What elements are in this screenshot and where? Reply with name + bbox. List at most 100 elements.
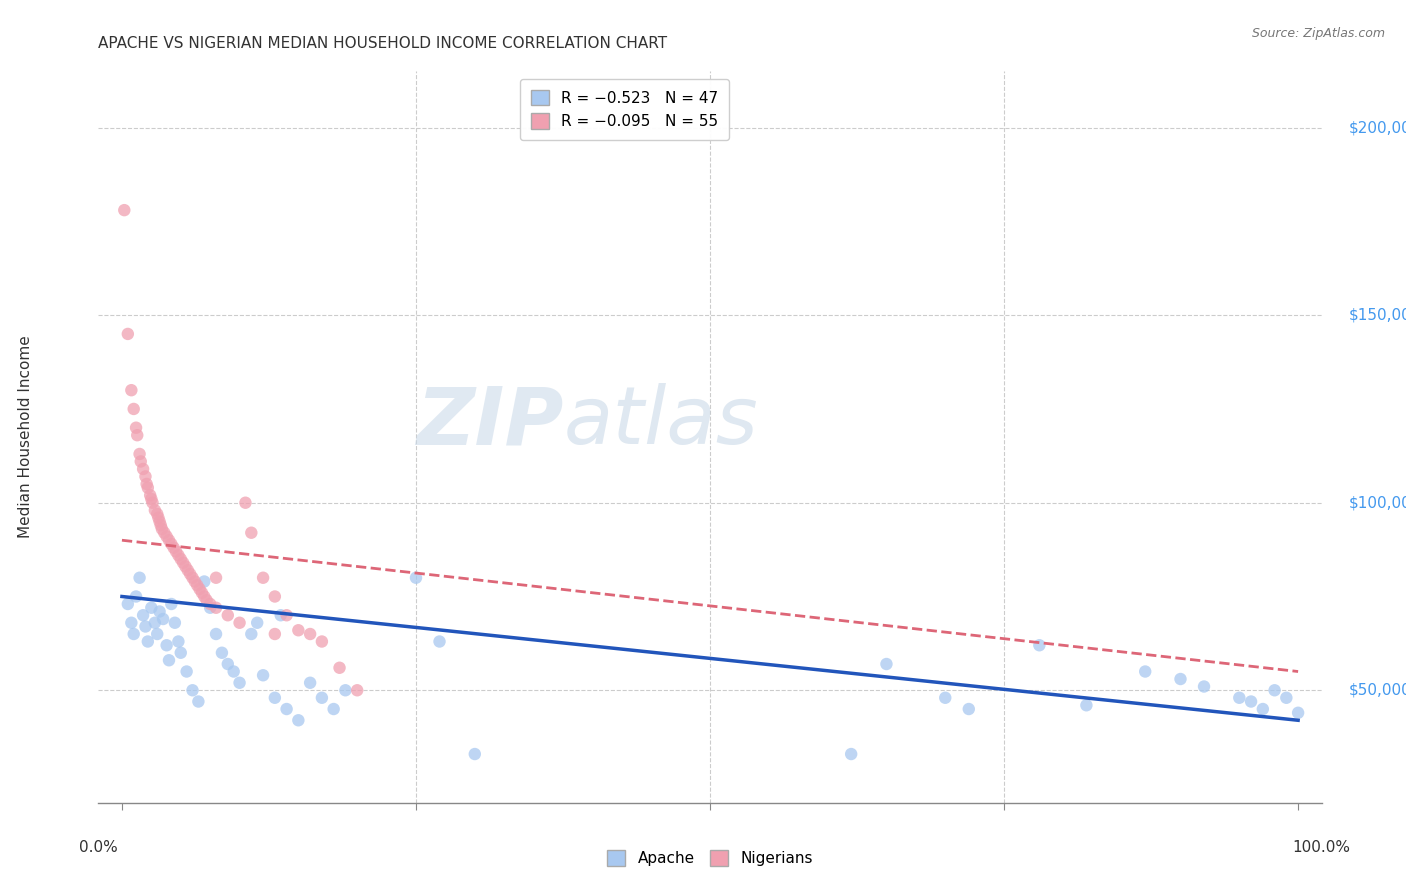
Text: $150,000: $150,000: [1348, 308, 1406, 323]
Point: [181, 571, 204, 585]
Point: [163, 541, 186, 555]
Point: [205, 627, 228, 641]
Point: [195, 593, 218, 607]
Point: [276, 608, 298, 623]
Point: [287, 713, 309, 727]
Point: [117, 326, 139, 341]
Text: $50,000: $50,000: [1348, 682, 1406, 698]
Point: [156, 638, 179, 652]
Point: [148, 510, 170, 524]
Point: [228, 615, 250, 630]
Point: [263, 690, 285, 705]
Point: [193, 574, 215, 589]
Point: [128, 571, 150, 585]
Text: $200,000: $200,000: [1348, 120, 1406, 135]
Point: [129, 454, 152, 468]
Point: [160, 597, 183, 611]
Point: [311, 634, 333, 648]
Point: [179, 566, 201, 581]
Point: [174, 559, 197, 574]
Point: [276, 702, 298, 716]
Point: [191, 586, 214, 600]
Point: [187, 694, 209, 708]
Point: [270, 608, 292, 623]
Point: [181, 683, 204, 698]
Point: [346, 683, 368, 698]
Point: [141, 496, 163, 510]
Point: [139, 488, 162, 502]
Point: [1286, 706, 1309, 720]
Point: [149, 605, 172, 619]
Text: ZIP: ZIP: [416, 384, 564, 461]
Point: [160, 537, 183, 551]
Point: [335, 683, 357, 698]
Point: [839, 747, 862, 761]
Point: [1251, 702, 1274, 716]
Text: 0.0%: 0.0%: [79, 840, 118, 855]
Point: [150, 522, 173, 536]
Point: [934, 690, 956, 705]
Point: [1170, 672, 1192, 686]
Point: [143, 503, 166, 517]
Point: [136, 481, 159, 495]
Point: [1264, 683, 1286, 698]
Point: [205, 571, 228, 585]
Point: [112, 203, 135, 218]
Point: [198, 597, 221, 611]
Point: [217, 657, 239, 671]
Point: [222, 665, 245, 679]
Point: [152, 612, 174, 626]
Point: [1192, 680, 1215, 694]
Point: [172, 556, 194, 570]
Point: [146, 627, 169, 641]
Point: [117, 597, 139, 611]
Point: [170, 552, 193, 566]
Point: [311, 690, 333, 705]
Point: [149, 515, 172, 529]
Point: [167, 634, 190, 648]
Point: [135, 477, 157, 491]
Point: [1135, 665, 1157, 679]
Point: [1076, 698, 1098, 713]
Point: [186, 578, 208, 592]
Point: [120, 615, 142, 630]
Point: [299, 675, 322, 690]
Text: 100.0%: 100.0%: [1292, 840, 1351, 855]
Point: [252, 571, 274, 585]
Text: $100,000: $100,000: [1348, 495, 1406, 510]
Point: [136, 634, 159, 648]
Point: [287, 624, 309, 638]
Point: [429, 634, 451, 648]
Point: [177, 563, 200, 577]
Point: [240, 525, 263, 540]
Point: [157, 653, 180, 667]
Point: [132, 462, 155, 476]
Text: atlas: atlas: [564, 384, 758, 461]
Point: [163, 615, 186, 630]
Text: Source: ZipAtlas.com: Source: ZipAtlas.com: [1251, 27, 1385, 40]
Point: [167, 548, 190, 562]
Point: [176, 665, 198, 679]
Point: [127, 428, 149, 442]
Point: [240, 627, 263, 641]
Point: [149, 518, 172, 533]
Point: [1227, 690, 1250, 705]
Point: [263, 590, 285, 604]
Point: [156, 529, 179, 543]
Point: [1275, 690, 1298, 705]
Point: [228, 675, 250, 690]
Text: APACHE VS NIGERIAN MEDIAN HOUSEHOLD INCOME CORRELATION CHART: APACHE VS NIGERIAN MEDIAN HOUSEHOLD INCO…: [98, 36, 668, 51]
Point: [299, 627, 322, 641]
Point: [193, 590, 215, 604]
Point: [128, 447, 150, 461]
Point: [125, 420, 148, 434]
Point: [235, 496, 257, 510]
Point: [132, 608, 155, 623]
Point: [170, 646, 193, 660]
Point: [134, 469, 156, 483]
Point: [125, 590, 148, 604]
Point: [122, 627, 145, 641]
Point: [165, 544, 187, 558]
Point: [211, 646, 233, 660]
Point: [217, 608, 239, 623]
